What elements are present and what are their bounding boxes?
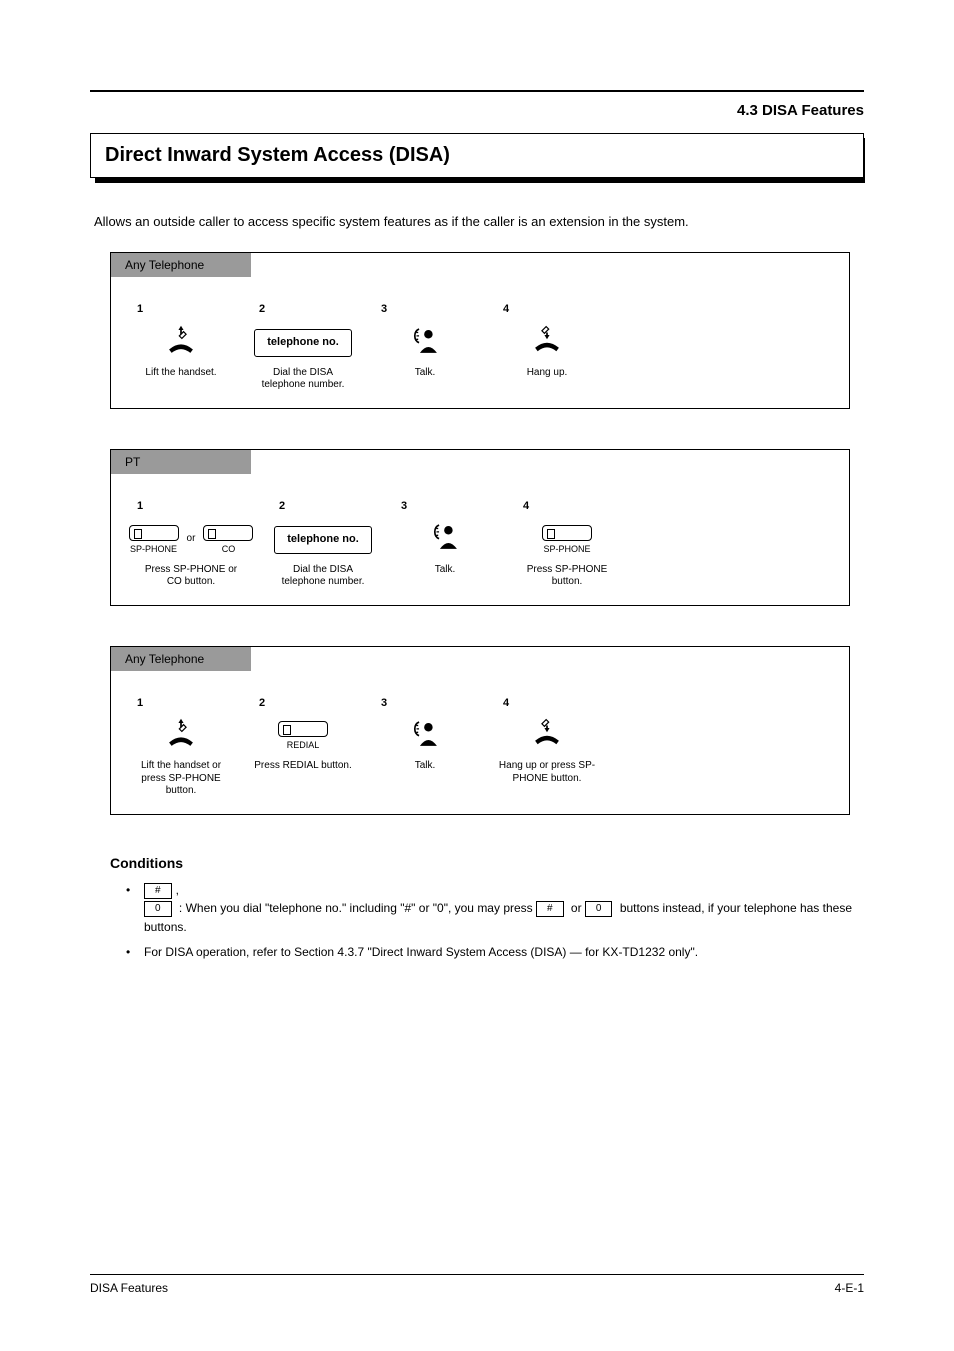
step-caption: Press REDIAL button. <box>254 760 351 773</box>
intro-text: Allows an outside caller to access speci… <box>94 212 864 232</box>
procedure-step: 2 telephone no. Dial the DISA telephone … <box>253 303 353 392</box>
page-footer: DISA Features 4-E-1 <box>90 1274 864 1295</box>
or-label: or <box>187 533 196 546</box>
key-label: REDIAL <box>287 740 320 751</box>
procedure-step: 4 SP-PHONE Press SP-PHONE button. <box>517 500 617 589</box>
condition-item: • For DISA operation, refer to Section 4… <box>126 943 864 962</box>
step-number: 2 <box>259 303 265 317</box>
procedure-tab: Any Telephone <box>111 647 251 671</box>
dial-number-box[interactable]: telephone no. <box>254 329 352 357</box>
procedure-step: 3 Talk. <box>375 303 475 379</box>
procedure-step: 2 telephone no. Dial the DISA telephone … <box>273 500 373 589</box>
key-hash: # <box>144 883 172 899</box>
key-label: CO <box>222 544 236 555</box>
step-number: 4 <box>503 697 509 711</box>
top-rule <box>90 90 864 92</box>
offhook-icon <box>164 717 198 756</box>
step-number: 1 <box>137 303 143 317</box>
step-caption: Talk. <box>435 564 456 577</box>
conditions-list: • #, 0 : When you dial "telephone no." i… <box>126 881 864 961</box>
step-caption: Hang up or press SP-PHONE button. <box>497 760 597 785</box>
onhook-icon <box>530 324 564 363</box>
conditions-heading: Conditions <box>110 855 864 871</box>
step-number: 3 <box>401 500 407 514</box>
footer-left: DISA Features <box>90 1281 168 1295</box>
condition-text: : When you dial "telephone no." includin… <box>179 901 533 915</box>
step-caption: Hang up. <box>527 367 568 380</box>
talk-icon <box>428 520 462 559</box>
procedure-box: Any Telephone 1 Lift the handset or pres… <box>110 646 850 815</box>
procedure-box: PT 1 SP-PHONE or CO Press SP-PHONE or CO… <box>110 449 850 606</box>
key-hash-2: # <box>536 901 564 917</box>
key-button[interactable] <box>203 525 253 541</box>
section-header: 4.3 DISA Features <box>90 102 864 119</box>
page-title: Direct Inward System Access (DISA) <box>90 133 864 178</box>
key-zero-2: 0 <box>585 901 613 917</box>
procedure-step: 3 Talk. <box>375 697 475 773</box>
procedure-step: 1 SP-PHONE or CO Press SP-PHONE or CO bu… <box>131 500 251 589</box>
step-caption: Dial the DISA telephone number. <box>273 564 373 589</box>
step-number: 3 <box>381 303 387 317</box>
step-caption: Lift the handset or press SP-PHONE butto… <box>131 760 231 798</box>
steps-row: 1 Lift the handset or press SP-PHONE but… <box>125 691 835 800</box>
procedure-step: 4 Hang up. <box>497 303 597 379</box>
step-number: 2 <box>279 500 285 514</box>
step-number: 1 <box>137 697 143 711</box>
key-button[interactable] <box>129 525 179 541</box>
step-number: 2 <box>259 697 265 711</box>
procedure-step: 3 Talk. <box>395 500 495 576</box>
procedure-step: 4 Hang up or press SP-PHONE button. <box>497 697 597 786</box>
step-caption: Press SP-PHONE or CO button. <box>136 564 246 589</box>
step-caption: Lift the handset. <box>145 367 216 380</box>
procedure-step: 1 Lift the handset. <box>131 303 231 379</box>
step-caption: Talk. <box>415 760 436 773</box>
step-number: 3 <box>381 697 387 711</box>
step-number: 1 <box>137 500 143 514</box>
key-button[interactable] <box>542 525 592 541</box>
procedure-tab: Any Telephone <box>111 253 251 277</box>
talk-icon <box>408 324 442 363</box>
key-label: SP-PHONE <box>130 544 177 555</box>
step-number: 4 <box>523 500 529 514</box>
footer-right: 4-E-1 <box>835 1281 864 1295</box>
title-banner: Direct Inward System Access (DISA) <box>90 133 864 178</box>
key-button[interactable] <box>278 721 328 737</box>
step-number: 4 <box>503 303 509 317</box>
procedure-step: 1 Lift the handset or press SP-PHONE but… <box>131 697 231 798</box>
key-label: SP-PHONE <box>543 544 590 555</box>
onhook-icon <box>530 717 564 756</box>
condition-item: • #, 0 : When you dial "telephone no." i… <box>126 881 864 937</box>
step-caption: Press SP-PHONE button. <box>517 564 617 589</box>
step-caption: Dial the DISA telephone number. <box>253 367 353 392</box>
step-caption: Talk. <box>415 367 436 380</box>
steps-row: 1 SP-PHONE or CO Press SP-PHONE or CO bu… <box>125 494 835 591</box>
procedure-step: 2 REDIAL Press REDIAL button. <box>253 697 353 773</box>
dial-number-box[interactable]: telephone no. <box>274 526 372 554</box>
offhook-icon <box>164 324 198 363</box>
condition-text: For DISA operation, refer to Section 4.3… <box>144 943 698 962</box>
talk-icon <box>408 717 442 756</box>
key-zero: 0 <box>144 901 172 917</box>
procedure-box: Any Telephone 1 Lift the handset. 2 tele… <box>110 252 850 409</box>
steps-row: 1 Lift the handset. 2 telephone no. Dial… <box>125 297 835 394</box>
procedure-tab: PT <box>111 450 251 474</box>
